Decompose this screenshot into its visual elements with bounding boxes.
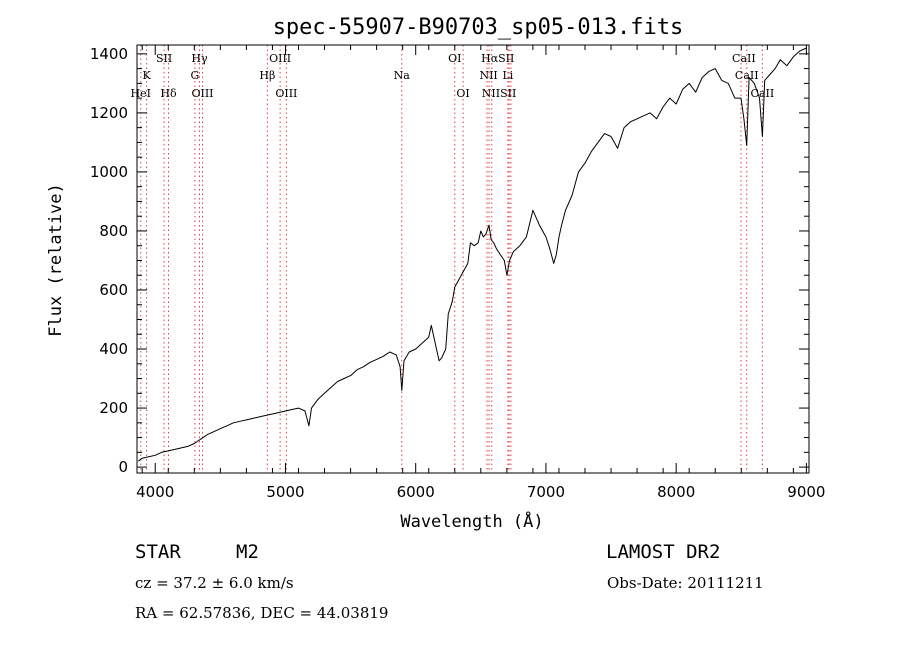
plot-frame	[136, 44, 810, 474]
line-label: HeI	[131, 87, 151, 100]
x-tick-label: 6000	[397, 483, 435, 501]
line-label: Na	[394, 69, 411, 82]
x-tick-label: 7000	[527, 483, 565, 501]
x-axis-label: Wavelength (Å)	[400, 510, 543, 532]
line-label: OIII	[191, 87, 213, 100]
line-label: CaII	[735, 69, 759, 82]
line-label: Hγ	[191, 52, 208, 65]
spectral-line-markers	[140, 45, 763, 473]
line-label: OIII	[275, 87, 297, 100]
object-class: STAR	[135, 541, 181, 563]
survey-name: LAMOST DR2	[606, 541, 721, 563]
sky-coordinates: RA = 62.57836, DEC = 44.03819	[135, 604, 389, 622]
spectrum-chart: spec-55907-B90703_sp05-013.fits K HeI SII H…	[46, 15, 826, 532]
line-label: CaII	[751, 87, 775, 100]
x-tick-label: 9000	[787, 483, 825, 501]
line-label: Hβ	[259, 69, 275, 82]
spectrum-line	[137, 47, 807, 462]
line-label: SII	[156, 52, 172, 65]
spectral-line-labels: KHeISIIHδHγGOIIIOIIIHβOIIINaOIOIHαSIINII…	[131, 52, 775, 100]
x-tick-label: 5000	[266, 483, 304, 501]
line-label: K	[143, 69, 152, 82]
object-subclass: M2	[236, 541, 259, 563]
chart-title: spec-55907-B90703_sp05-013.fits	[273, 15, 684, 40]
axis-ticks: 4000 5000 6000 7000 8000 9000 0 200 400 600 800 100…	[90, 45, 826, 501]
y-tick-label: 0	[118, 458, 128, 476]
spectrum-series	[137, 47, 807, 462]
x-tick-label: 4000	[136, 483, 174, 501]
line-label: CaII	[732, 52, 756, 65]
line-label: Li	[502, 69, 513, 82]
line-label: NII	[479, 69, 497, 82]
y-tick-label: 1200	[90, 104, 128, 122]
y-tick-label: 600	[99, 281, 128, 299]
y-tick-label: 800	[99, 222, 128, 240]
line-label: NIISII	[482, 87, 517, 100]
line-label: OIII	[269, 52, 291, 65]
line-label: OI	[456, 87, 469, 100]
y-tick-label: 1000	[90, 163, 128, 181]
y-tick-label: 1400	[90, 45, 128, 63]
line-label: OI	[448, 52, 461, 65]
y-tick-label: 200	[99, 399, 128, 417]
line-label: G	[191, 69, 200, 82]
observation-date: Obs-Date: 20111211	[607, 574, 764, 592]
redshift-velocity: cz = 37.2 ± 6.0 km/s	[135, 574, 294, 592]
x-tick-label: 8000	[657, 483, 695, 501]
line-label: HαSII	[481, 52, 514, 65]
line-label: Hδ	[160, 87, 177, 100]
y-axis-label: Flux (relative)	[46, 183, 66, 337]
y-tick-label: 400	[99, 340, 128, 358]
